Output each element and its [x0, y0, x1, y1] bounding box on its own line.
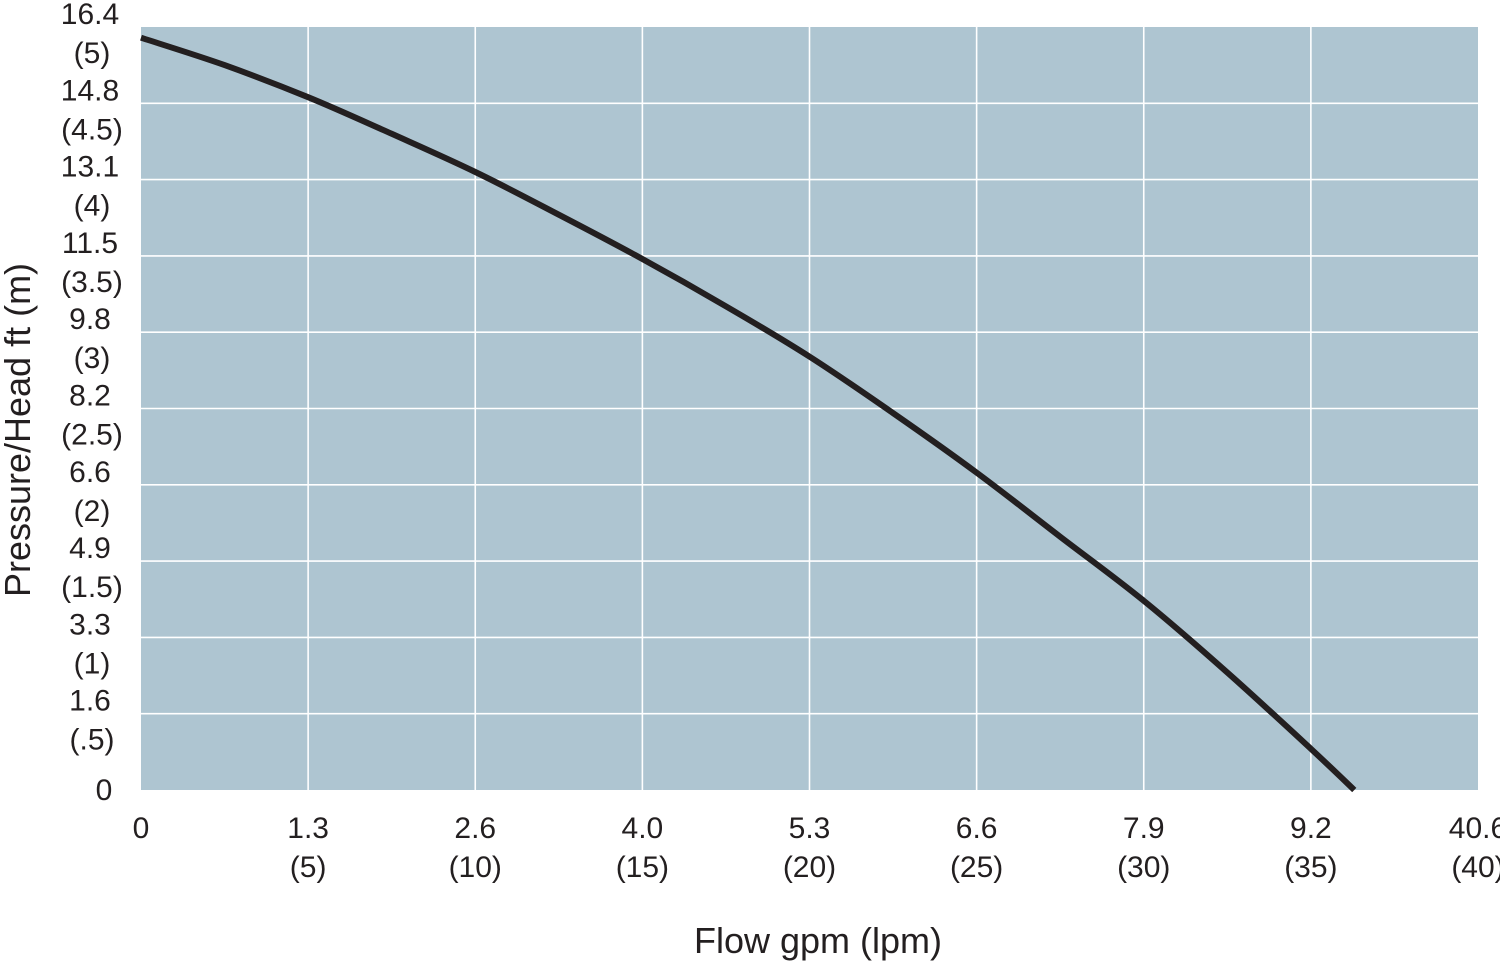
y-tick-label-metric: (1.5): [61, 571, 123, 604]
y-tick-label: 6.6: [69, 456, 111, 489]
y-tick-label: 13.1: [61, 151, 119, 184]
y-tick-label: 16.4: [61, 0, 119, 31]
pump-curve-line: [140, 34, 1357, 793]
x-axis-title: Flow gpm (lpm): [694, 920, 942, 961]
y-tick-label-metric: (3.5): [61, 266, 123, 299]
x-tick-label: 2.6: [454, 812, 496, 845]
y-axis-title: Pressure/Head ft (m): [0, 263, 38, 597]
x-tick-label-metric: (5): [290, 851, 327, 884]
y-tick-label-metric: (2.5): [61, 419, 123, 452]
y-tick-label: 11.5: [62, 227, 118, 260]
x-tick-label: 1.3: [287, 812, 329, 845]
y-tick-label: 9.8: [69, 303, 111, 336]
y-tick-label-metric: (1): [74, 647, 111, 680]
grid-lines: [141, 27, 1478, 790]
x-tick-label-metric: (30): [1117, 851, 1170, 884]
x-tick-label: 7.9: [1123, 812, 1165, 845]
x-tick-label: 0: [133, 812, 150, 845]
y-tick-label: 14.8: [61, 74, 119, 107]
x-tick-label: 6.6: [956, 812, 998, 845]
y-tick-label-metric: (5): [74, 37, 111, 70]
x-tick-label: 40.6: [1449, 812, 1500, 845]
y-tick-label-metric: (3): [74, 342, 111, 375]
x-tick-label-metric: (40): [1451, 851, 1500, 884]
x-tick-label-metric: (25): [950, 851, 1003, 884]
x-tick-label-metric: (35): [1284, 851, 1337, 884]
x-tick-label-metric: (15): [616, 851, 669, 884]
y-tick-label-metric: (2): [74, 495, 111, 528]
x-tick-label: 5.3: [789, 812, 831, 845]
y-tick-label-metric: (.5): [70, 724, 115, 757]
y-tick-label: 1.6: [69, 685, 111, 718]
y-tick-label-metric: (4.5): [61, 113, 123, 146]
y-tick-label: 4.9: [69, 532, 111, 565]
y-tick-label: 8.2: [69, 380, 111, 413]
x-tick-label: 4.0: [622, 812, 664, 845]
y-tick-label: 0: [96, 774, 113, 807]
x-axis-ticks: 0 1.3 (5) 2.6 (10) 4.0 (15) 5.3 (20) 6.6 (25) 7.9 (3…: [133, 812, 1500, 884]
y-tick-label: 3.3: [69, 608, 111, 641]
x-tick-label: 9.2: [1290, 812, 1332, 845]
x-tick-label-metric: (20): [783, 851, 836, 884]
x-tick-label-metric: (10): [449, 851, 502, 884]
y-axis-ticks: 0 1.6 (.5) 3.3 (1) 4.9 (1.5) 6.6 (2) 8.2 (2.5) 9.8 (…: [61, 0, 123, 807]
series-layer: [140, 34, 1357, 793]
y-tick-label-metric: (4): [74, 190, 111, 223]
